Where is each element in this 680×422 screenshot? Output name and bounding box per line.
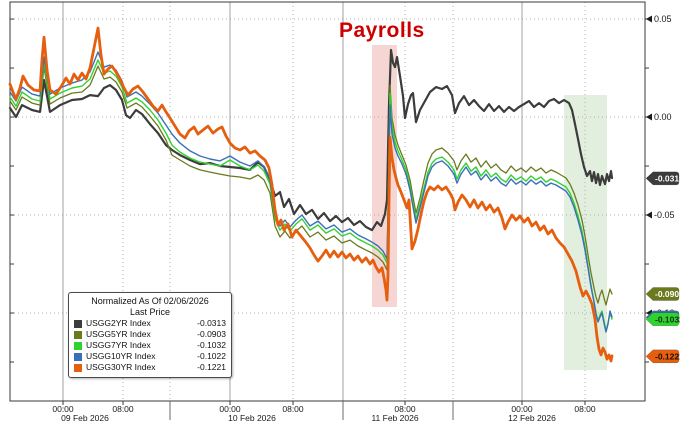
legend-swatch-usgg10yr xyxy=(74,352,82,361)
y-axis-label: 0.00 xyxy=(654,112,672,122)
payrolls-annotation: Payrolls xyxy=(339,19,425,42)
series-usgg10yr-line xyxy=(9,51,613,333)
legend-title: Normalized As Of 02/06/2026 xyxy=(91,296,209,306)
last-price-badge-usgg7yr: -0.1032 xyxy=(645,312,680,327)
legend-label: USGG2YR Index xyxy=(86,318,151,328)
x-axis-date-label: 10 Feb 2026 xyxy=(228,413,276,422)
x-axis-time-label: 00:00 xyxy=(52,404,74,414)
legend-row-usgg10yr: USGG10YR Index -0.1022 xyxy=(74,351,226,362)
legend-swatch-usgg5yr xyxy=(74,330,82,339)
last-price-badges: -0.0313-0.0903-0.1022-0.1032-0.1221 xyxy=(645,171,680,364)
badge-value: -0.0903 xyxy=(655,289,680,299)
y-tick-arrow-icon xyxy=(646,15,652,23)
badge-shape xyxy=(645,312,680,327)
y-axis-label: 0.05 xyxy=(654,14,672,24)
x-axis-time-label: 08:00 xyxy=(112,404,134,414)
badge-shape xyxy=(645,287,680,301)
badge-value: -0.1221 xyxy=(655,351,680,361)
y-tick-arrow-icon xyxy=(646,113,652,121)
badge-value: -0.1032 xyxy=(655,314,680,324)
x-axis-date-label: 09 Feb 2026 xyxy=(61,413,109,422)
legend-value: -0.0313 xyxy=(197,318,226,328)
legend-label: USGG7YR Index xyxy=(86,340,151,350)
badge-shape xyxy=(645,349,680,364)
series-usgg2yr-line xyxy=(8,48,614,232)
legend-value: -0.1022 xyxy=(197,351,226,361)
legend-swatch-usgg7yr xyxy=(74,341,82,350)
series-lines xyxy=(8,26,614,363)
series-usgg30yr-line xyxy=(8,26,614,363)
payrolls-event-band xyxy=(372,45,397,307)
x-axis-time-label: 00:00 xyxy=(219,404,241,414)
badge-value: -0.0313 xyxy=(655,173,680,183)
legend-swatch-usgg30yr xyxy=(74,363,82,372)
legend-value: -0.1032 xyxy=(197,340,226,350)
legend-row-usgg7yr: USGG7YR Index -0.1032 xyxy=(74,340,226,351)
last-price-badge-usgg2yr: -0.0313 xyxy=(645,171,680,186)
legend-label: USGG30YR Index xyxy=(86,362,156,372)
legend-row-usgg5yr: USGG5YR Index -0.0903 xyxy=(74,329,226,340)
legend-value: -0.0903 xyxy=(197,329,226,339)
legend-rows: USGG2YR Index -0.0313 USGG5YR Index -0.0903… xyxy=(74,318,226,373)
legend-label: USGG5YR Index xyxy=(86,329,151,339)
y-tick-arrow-icon xyxy=(646,211,652,219)
x-axis-time-label: 08:00 xyxy=(282,404,304,414)
y-axis-label: -0.05 xyxy=(654,210,675,220)
series-usgg5yr-line xyxy=(9,65,613,306)
legend-swatch-usgg2yr xyxy=(74,319,82,328)
last-price-badge-usgg5yr: -0.0903 xyxy=(645,287,680,301)
legend-box[interactable]: Normalized As Of 02/06/2026 Last Price U… xyxy=(68,292,232,378)
selloff-band xyxy=(564,95,607,370)
legend-row-usgg30yr: USGG30YR Index -0.1221 xyxy=(74,362,226,373)
legend-row-usgg2yr: USGG2YR Index -0.0313 xyxy=(74,318,226,329)
last-price-badge-usgg30yr: -0.1221 xyxy=(645,349,680,364)
badge-shape xyxy=(645,171,680,186)
series-usgg7yr-line xyxy=(9,59,613,332)
axis-ticks xyxy=(10,18,649,363)
legend-subtitle: Last Price xyxy=(129,307,171,317)
x-axis-time-label: 00:00 xyxy=(511,404,533,414)
x-axis-time-label: 08:00 xyxy=(394,404,416,414)
x-axis-date-label: 12 Feb 2026 xyxy=(508,413,556,422)
y-axis-labels: 0.050.00-0.05-0.10 xyxy=(646,14,675,318)
plot-border xyxy=(9,1,646,402)
x-axis-date-label: 11 Feb 2026 xyxy=(371,413,418,422)
legend-value: -0.1221 xyxy=(197,362,226,372)
legend-label: USGG10YR Index xyxy=(86,351,156,361)
x-axis-time-label: 08:00 xyxy=(574,404,596,414)
